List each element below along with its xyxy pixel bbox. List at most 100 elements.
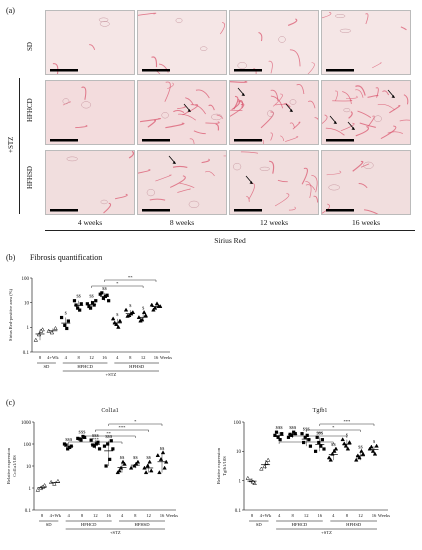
data-point (89, 438, 93, 442)
vessel-mark (363, 161, 374, 169)
significance-label: $$$ (289, 425, 297, 430)
fiber-mark (355, 125, 370, 137)
fiber-mark (377, 103, 395, 111)
vessel-mark (100, 199, 108, 205)
bracket-label: ** (304, 437, 309, 442)
significance-label: $$ (146, 455, 151, 460)
data-point (135, 459, 141, 464)
histology-tile (229, 150, 319, 215)
x-tick-label: 8 (251, 513, 254, 518)
x-tick-label: Weeks (166, 513, 178, 518)
fiber-mark (205, 121, 220, 124)
fiber-mark (103, 202, 112, 214)
data-point (79, 302, 83, 306)
fiber-mark (288, 206, 296, 211)
arrow-mark (172, 161, 176, 164)
tgfb1-title: Tgfb1 (313, 407, 328, 414)
fiber-mark (167, 82, 174, 90)
fiber-mark (269, 160, 275, 174)
fiber-mark (164, 81, 171, 102)
vessel-mark (62, 98, 70, 105)
significance-label: $$$ (92, 433, 100, 438)
fiber-mark (311, 174, 318, 193)
vessel-mark (188, 200, 200, 208)
fiber-mark (151, 56, 158, 68)
data-point (326, 455, 332, 460)
fiber-mark (348, 111, 353, 119)
data-point (109, 439, 113, 443)
data-point (76, 306, 80, 310)
col-label-4wk: 4 weeks (77, 218, 103, 227)
x-tick-label: Weeks (160, 355, 172, 360)
col1a1-title: Col1a1 (101, 408, 118, 414)
scale-bar (50, 209, 78, 212)
fiber-mark (270, 95, 284, 109)
significance-label: $$$ (276, 425, 284, 430)
data-point (278, 438, 282, 442)
x-tick-label: Weeks (378, 513, 390, 518)
vessel-mark (99, 21, 110, 27)
data-point (94, 442, 98, 446)
x-tick-label: 8 (129, 355, 132, 360)
data-point (107, 299, 111, 303)
fiber-mark (193, 130, 206, 135)
fiber-mark (375, 87, 379, 98)
fiber-mark (114, 193, 128, 200)
vessel-mark (335, 14, 346, 18)
fiber-mark (231, 98, 241, 111)
x-tick-label: 12 (304, 513, 309, 518)
fiber-mark (387, 131, 403, 134)
fiber-mark (240, 151, 259, 154)
x-tick-label: 8 (41, 513, 44, 518)
data-point (274, 430, 279, 434)
significance-label: $$ (76, 294, 81, 299)
stz-bracket (19, 78, 20, 214)
fiber-mark (340, 122, 355, 132)
histology-tile (137, 80, 227, 145)
group-label-hfhcd: HFHCD (77, 364, 93, 369)
vessel-mark (259, 166, 270, 171)
fiber-mark (382, 90, 390, 96)
data-point (138, 318, 143, 323)
x-tick-label: 4 (121, 513, 124, 518)
fiber-mark (307, 100, 316, 109)
panel-c-label: (c) (6, 398, 15, 407)
scale-bar (326, 209, 354, 212)
y-tick-label: 10 (26, 465, 32, 470)
fiber-mark (149, 198, 166, 201)
data-point (328, 457, 333, 462)
fiber-mark (403, 94, 409, 105)
fiber-mark (138, 12, 157, 16)
significance-label: $ (65, 311, 68, 316)
y-tick-label: 100 (24, 443, 32, 448)
group-label-stz: +STZ (106, 372, 117, 377)
fiber-mark (325, 127, 345, 136)
group-label-hfhsd: HFHSD (129, 364, 145, 369)
significance-label: $ (373, 439, 376, 444)
data-point (66, 447, 70, 451)
x-tick-label: 4+Wk (47, 355, 59, 360)
arrow-mark (391, 95, 395, 98)
comparison-bracket (68, 441, 123, 444)
significance-label: $$$ (105, 434, 113, 439)
col-label-16wk: 16 weeks (351, 218, 381, 227)
fiber-mark (208, 104, 215, 111)
fiber-mark (172, 165, 188, 168)
data-point (117, 318, 123, 323)
data-point (262, 464, 267, 469)
y-tick-label: 1 (29, 487, 32, 492)
fiber-mark (223, 155, 226, 157)
x-tick-label: 16 (154, 355, 159, 360)
data-point (92, 303, 96, 307)
data-point (340, 437, 345, 442)
fiber-mark (201, 158, 210, 164)
data-point (104, 464, 108, 468)
arrow-mark (333, 121, 337, 124)
vessel-mark (146, 188, 155, 197)
comparison-bracket (91, 285, 144, 288)
fiber-mark (177, 188, 191, 193)
group-label-hfhsd: HFHSD (134, 522, 150, 527)
fiber-mark (314, 117, 318, 120)
fiber-mark (182, 104, 199, 116)
arrow-mark (351, 127, 355, 130)
